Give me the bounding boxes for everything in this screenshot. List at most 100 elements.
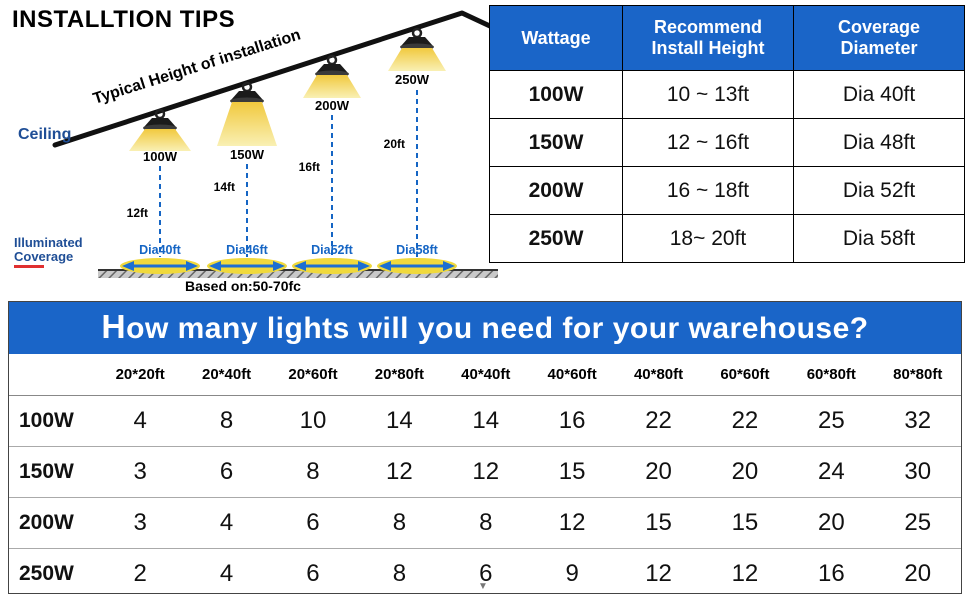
count-cell: 9 <box>565 560 579 587</box>
illuminated-coverage-label-line1: Illuminated <box>14 235 83 250</box>
warehouse-table-section: How many lights will you need for your w… <box>8 301 962 594</box>
light-beam <box>129 129 191 151</box>
count-cell: 8 <box>356 497 443 549</box>
illuminated-coverage-label-line2: Coverage <box>14 249 73 264</box>
warehouse-banner-title: How many lights will you need for your w… <box>101 309 869 346</box>
header-cell: 20*20ft <box>97 354 184 396</box>
left-arrow-icon <box>122 261 134 271</box>
count-cell: 4 <box>183 497 270 549</box>
header-cell: 60*80ft <box>788 354 875 396</box>
highbay-fixture-100w <box>129 108 191 257</box>
count-cell: 15 <box>528 446 616 498</box>
count-cell: 12 <box>528 497 616 549</box>
hook-icon <box>241 81 253 93</box>
footcandle-note: Based on:50-70fc <box>185 278 301 294</box>
spec-row-200w: 200W 16 ~ 18ft Dia 52ft <box>489 166 965 215</box>
install-height-label: 12ft <box>127 206 148 220</box>
coverage-pool-200w <box>292 258 372 274</box>
wattage-label: 100W <box>143 149 178 164</box>
hook-icon <box>326 54 338 66</box>
count-cell: 14 <box>442 395 529 447</box>
lamp-body <box>231 91 263 100</box>
header-cell: 80*80ft <box>874 354 961 396</box>
coverage-pool-100w <box>120 258 200 274</box>
warehouse-row-150w: 150W 3 6 8 12 12 15 20 20 24 30 <box>9 446 961 498</box>
diameter-cell: Dia 58ft <box>793 214 965 263</box>
wattage-cell: 250W <box>489 214 623 263</box>
wattage-label: 200W <box>315 98 350 113</box>
install-height-label: 20ft <box>384 137 405 151</box>
header-cell: 40*80ft <box>615 354 702 396</box>
slope-label: Typical Height of installation <box>91 26 303 107</box>
count-cell: 6 <box>183 446 270 498</box>
count-cell: 6 <box>306 560 320 587</box>
diameter-label: Dia52ft <box>311 243 354 257</box>
count-cell: 15 <box>615 497 702 549</box>
count-cell: 20 <box>904 560 932 587</box>
count-cell: 25 <box>874 497 961 549</box>
right-arrow-icon <box>443 261 455 271</box>
count-cell: 6 <box>479 560 493 587</box>
count-cell: 4 <box>97 395 184 447</box>
header-cell: 20*60ft <box>269 354 357 396</box>
left-arrow-icon <box>209 261 221 271</box>
spec-table: Wattage Recommend Install Height Coverag… <box>489 5 965 263</box>
count-cell: 12 <box>442 446 529 498</box>
count-cell: 25 <box>788 395 875 447</box>
light-beam <box>217 102 277 146</box>
row-label: 150W <box>9 446 97 498</box>
lamp-body <box>144 118 176 127</box>
wattage-cell: 100W <box>489 70 623 119</box>
diameter-label: Dia46ft <box>226 243 269 257</box>
count-cell: 12 <box>356 446 443 498</box>
highbay-fixture-250w <box>388 27 446 257</box>
row-label: 250W <box>19 562 74 585</box>
header-cell: 60*60ft <box>701 354 789 396</box>
warehouse-header-row: 20*20ft 20*40ft 20*60ft 20*80ft 40*40ft … <box>9 354 961 396</box>
hook-icon <box>411 27 423 39</box>
ground-hatch <box>98 270 498 278</box>
spec-header-install-height: Recommend Install Height <box>622 5 794 71</box>
diameter-label: Dia40ft <box>139 243 182 257</box>
count-cell: 12 <box>731 560 759 587</box>
height-cell: 18~ 20ft <box>622 214 794 263</box>
count-cell: 16 <box>528 395 616 447</box>
lamp-body <box>401 37 433 46</box>
right-arrow-icon <box>186 261 198 271</box>
header-cell: 20*80ft <box>356 354 443 396</box>
header-text: Coverage Diameter <box>837 17 921 58</box>
spec-header-coverage-diameter: Coverage Diameter <box>793 5 965 71</box>
diameter-cell: Dia 40ft <box>793 70 965 119</box>
wattage-cell: 150W <box>489 118 623 167</box>
spec-table-section: Wattage Recommend Install Height Coverag… <box>489 5 965 263</box>
count-cell: 12 <box>645 560 672 587</box>
count-cell: 20 <box>788 497 875 549</box>
diameter-label: Dia58ft <box>396 243 439 257</box>
left-arrow-icon <box>294 261 306 271</box>
right-arrow-icon <box>273 261 285 271</box>
count-cell: 22 <box>615 395 702 447</box>
spec-header-row: Wattage Recommend Install Height Coverag… <box>489 5 965 71</box>
height-cell: 16 ~ 18ft <box>622 166 794 215</box>
count-cell: 22 <box>701 395 789 447</box>
left-arrow-icon <box>379 261 391 271</box>
height-cell: 10 ~ 13ft <box>622 70 794 119</box>
count-cell: 10 <box>269 395 357 447</box>
header-cell: 40*60ft <box>528 354 616 396</box>
page-title: INSTALLTION TIPS <box>12 6 236 33</box>
count-cell: 8 <box>269 446 357 498</box>
count-cell: 20 <box>701 446 789 498</box>
count-cell: 32 <box>874 395 961 447</box>
count-cell: 8 <box>183 395 270 447</box>
count-cell: 8 <box>442 497 529 549</box>
header-cell: 20*40ft <box>183 354 270 396</box>
spec-row-150w: 150W 12 ~ 16ft Dia 48ft <box>489 118 965 167</box>
highbay-fixture-200w <box>303 54 361 257</box>
hook-icon <box>154 108 166 120</box>
red-underline-mark <box>14 265 44 268</box>
header-text: Recommend Install Height <box>651 17 765 58</box>
spec-row-250w: 250W 18~ 20ft Dia 58ft <box>489 214 965 263</box>
count-cell: 3 <box>97 497 184 549</box>
count-cell: 3 <box>97 446 184 498</box>
wattage-label: 150W <box>230 147 265 162</box>
